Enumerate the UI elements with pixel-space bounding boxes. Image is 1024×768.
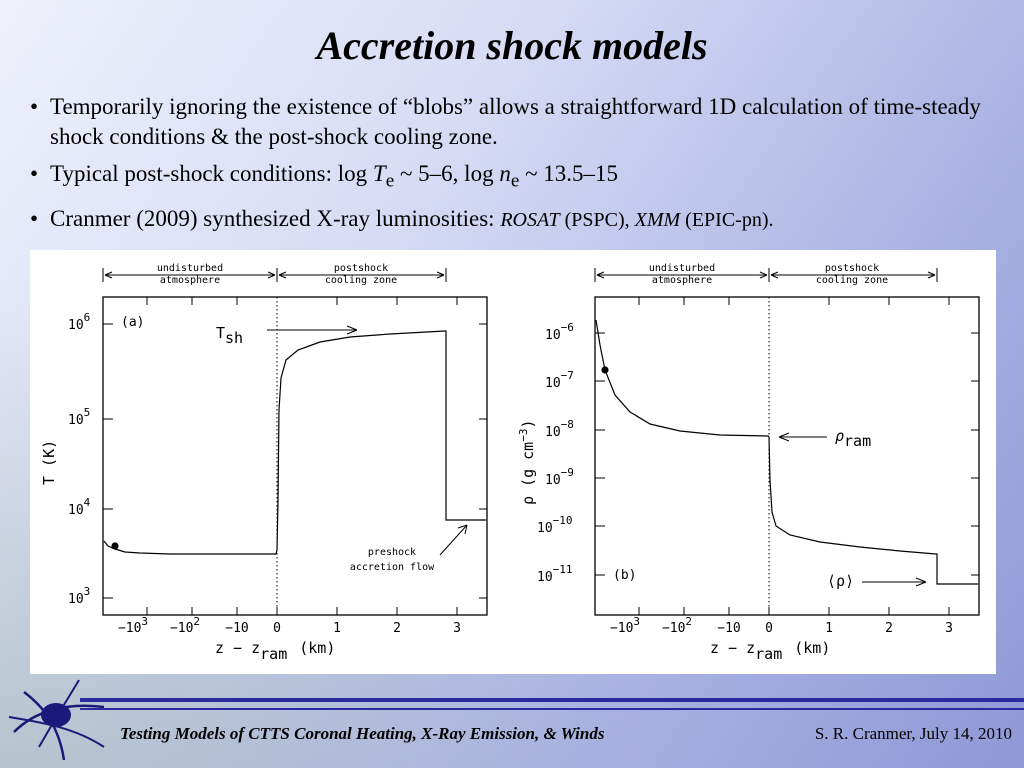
bullet-list: • Temporarily ignoring the existence of … [30,92,1010,242]
chart-b-xtick-neg100: −102 [662,615,692,636]
chart-a-ytick-1e4: 104 [68,496,91,518]
chart-b-ytick-1e-10: 10−10 [537,514,573,536]
chart-b-rhoram-arrowhead [778,432,790,442]
chart-a-ytick-1e6: 106 [68,311,90,333]
chart-b-avg-rho-arrowhead [915,577,927,587]
chart-b-xtick-0: 0 [765,621,773,636]
chart-b-frame [594,296,980,616]
chart-b-annotation-avg-rho: ⟨ρ⟩ [827,572,854,590]
chart-b-xtick-2: 2 [885,621,893,636]
chart-b-xtick-neg1000: −103 [610,615,640,636]
footer-rule-thick [80,698,1024,702]
chart-b-ylabel: ρ (g cm−3) [517,420,537,506]
bullet-3-xmm: XMM [634,208,681,231]
chart-a-xlabel: z − zram (km) [215,639,335,663]
bullet-dot: • [30,205,39,231]
bullet-3-rosat: ROSAT [500,208,560,231]
bullet-2-sub-e1: e [385,170,395,192]
bullet-1: • Temporarily ignoring the existence of … [30,92,1010,152]
chart-a-xtick-0: 0 [273,621,281,636]
bullet-dot: • [30,161,39,186]
chart-a-tsh-arrowhead [346,325,358,335]
chart-b-marker-point [601,366,609,374]
bullet-3-m1: (PSPC), [559,208,635,231]
footer-rule-thin [80,708,1024,710]
chart-a-region-2-line-2: cooling zone [325,275,397,286]
chart-a-ytick-1000: 103 [68,585,90,607]
chart-a-xtick-neg1000: −103 [118,615,148,636]
footer-author-date: S. R. Cranmer, July 14, 2010 [814,724,1012,743]
chart-b-xlabel: z − zram (km) [710,639,830,663]
chart-b-region-1-line-1: undisturbed [649,263,715,274]
bullet-2-var-t: T [372,161,386,186]
chart-a-xtick-1: 1 [333,621,341,636]
chart-b-region-2-line-1: postshock [825,263,879,274]
chart-b-bracket-arrows [596,271,936,279]
bullet-3-m2: (EPIC-pn). [680,208,774,231]
chart-b-region-1-line-2: atmosphere [652,275,712,286]
bullet-2-pre: Typical post-shock conditions: log [50,161,373,186]
chart-a-annotation-preshock-2: accretion flow [350,562,435,573]
chart-b-ytick-1e-8: 10−8 [545,418,574,440]
chart-a-xtick-2: 2 [393,621,401,636]
chart-a-temperature-curve [103,330,486,555]
chart-b-xtick-1: 1 [825,621,833,636]
figure-svg: undisturbed atmosphere postshock cooling… [40,263,980,663]
bullet-2-post: ~ 13.5–15 [519,161,619,186]
chart-b-ytick-1e-6: 10−6 [545,321,574,343]
chart-a-region-1-line-2: atmosphere [160,275,220,286]
chart-a-frame [102,296,488,616]
footer-title: Testing Models of CTTS Coronal Heating, … [120,724,605,743]
chart-a-xtick-neg100: −102 [170,615,200,636]
chart-a-marker-point [111,542,119,550]
chart-a-region-2-line-1: postshock [334,263,388,274]
bullet-2-mid: ~ 5–6, log [394,161,500,186]
chart-b-density-curve [595,319,978,585]
chart-a-x-ticks [146,297,458,615]
slide-title: Accretion shock models [316,23,708,68]
chart-a-y-ticks [103,323,487,599]
chart-a-ylabel: T (K) [40,440,58,485]
bullet-3-pre: Cranmer (2009) synthesized X-ray luminos… [50,205,501,231]
chart-b-annotation-rhoram: ρram [835,427,871,450]
bullet-2: • Typical post-shock conditions: log Te … [30,159,1010,197]
chart-b-xtick-neg10: −10 [717,621,740,636]
chart-a-bracket-arrows [104,271,445,279]
chart-b-x-ticks [638,297,950,615]
chart-a-annotation-tsh: Tsh [216,324,243,347]
chart-b-ytick-1e-11: 10−11 [537,563,573,585]
chart-a-panel-label: (a) [121,315,144,330]
chart-a-xtick-neg10: −10 [225,621,248,636]
bullet-2-sub-e2: e [510,170,520,192]
figure-panel: undisturbed atmosphere postshock cooling… [30,250,996,674]
bullet-1-text: Temporarily ignoring the existence of “b… [50,94,981,149]
chart-a-preshock-arrowhead [457,524,468,535]
chart-a-annotation-preshock-1: preshock [368,547,416,558]
bullet-3: • Cranmer (2009) synthesized X-ray lumin… [30,204,1010,235]
bullet-2-var-n: n [499,161,511,186]
logo-icon [4,672,114,767]
chart-a-region-1-line-1: undisturbed [157,263,223,274]
chart-b-ytick-1e-9: 10−9 [545,466,574,488]
bullet-dot: • [30,94,39,119]
chart-b-ytick-1e-7: 10−7 [545,369,574,391]
chart-a-ytick-1e5: 105 [68,406,90,428]
chart-a-preshock-arrow [439,524,468,556]
chart-a-xtick-3: 3 [453,621,461,636]
chart-b-region-2-line-2: cooling zone [816,275,888,286]
chart-b: undisturbed atmosphere postshock cooling… [517,263,980,663]
chart-b-y-ticks [595,332,979,576]
chart-b-xtick-3: 3 [945,621,953,636]
footer-rule [80,698,1024,710]
chart-b-panel-label: (b) [613,568,636,583]
chart-a: undisturbed atmosphere postshock cooling… [40,263,488,663]
